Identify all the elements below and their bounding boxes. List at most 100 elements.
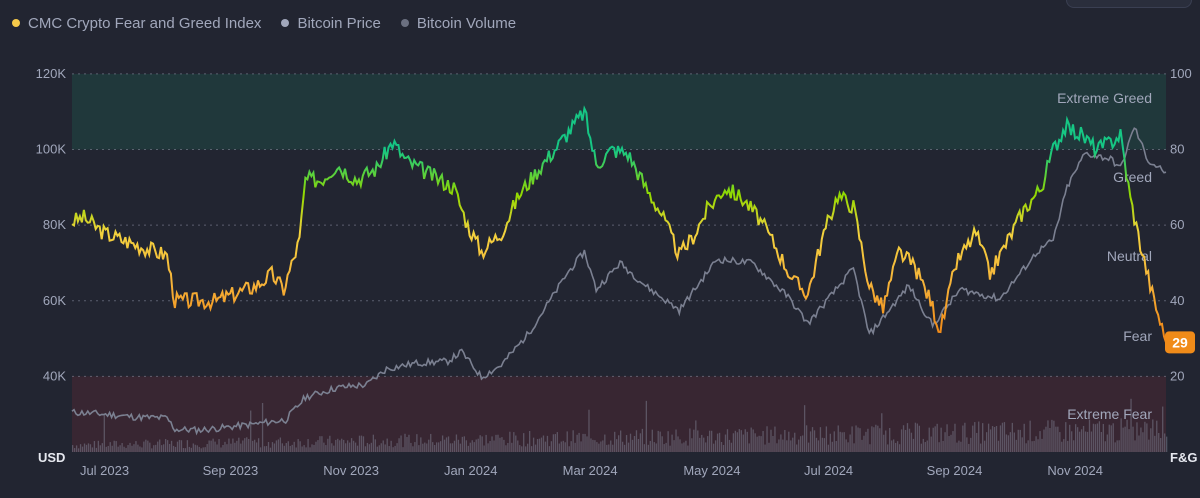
- volume-bar: [596, 442, 598, 452]
- volume-bar: [257, 438, 260, 452]
- volume-bar: [1142, 432, 1144, 452]
- volume-bar: [714, 440, 717, 452]
- volume-bar: [552, 434, 555, 452]
- volume-bar: [606, 444, 608, 452]
- volume-bar: [341, 438, 343, 452]
- volume-bar: [105, 446, 107, 452]
- legend-item-fear-greed[interactable]: CMC Crypto Fear and Greed Index: [12, 15, 261, 32]
- volume-bar: [1128, 429, 1130, 452]
- volume-bar: [1005, 434, 1008, 452]
- volume-bar: [509, 431, 511, 452]
- volume-bar: [748, 443, 750, 452]
- y-tick-label-usd-100K: 100K: [36, 142, 67, 157]
- volume-bar: [883, 434, 885, 452]
- volume-bar: [639, 433, 642, 452]
- volume-bar: [1098, 421, 1101, 452]
- volume-bar: [985, 432, 988, 452]
- volume-bar: [528, 430, 531, 452]
- legend-item-bitcoin-price[interactable]: Bitcoin Price: [281, 15, 381, 32]
- volume-bar: [525, 446, 527, 452]
- volume-bar: [1160, 438, 1162, 452]
- volume-bar: [378, 445, 380, 452]
- volume-bar: [845, 439, 847, 452]
- volume-bar: [503, 439, 505, 452]
- volume-bar: [1148, 439, 1150, 452]
- volume-bar: [709, 430, 711, 452]
- volume-bar: [592, 439, 594, 452]
- volume-bar: [942, 440, 944, 452]
- volume-bar: [782, 439, 784, 452]
- volume-bar: [398, 438, 400, 452]
- volume-bar: [825, 426, 828, 452]
- volume-bar: [382, 440, 384, 452]
- volume-bar: [1017, 429, 1019, 452]
- volume-bar: [859, 428, 861, 452]
- volume-bar: [829, 433, 831, 452]
- y-tick-label-fg-100: 100: [1170, 66, 1192, 81]
- volume-bar: [904, 429, 907, 452]
- volume-bar: [457, 439, 460, 452]
- volume-bar: [869, 444, 871, 452]
- volume-bar: [1150, 428, 1152, 452]
- volume-bar: [337, 438, 339, 452]
- volume-bar: [693, 429, 695, 452]
- volume-bar: [151, 448, 153, 452]
- volume-bar: [718, 432, 721, 452]
- volume-bar: [1122, 427, 1124, 452]
- legend-item-bitcoin-volume[interactable]: Bitcoin Volume: [400, 15, 516, 32]
- volume-bar: [406, 437, 408, 452]
- volume-bar: [1045, 426, 1047, 452]
- volume-bar: [1043, 429, 1045, 452]
- volume-bar: [307, 439, 309, 452]
- x-tick-label-1: Sep 2023: [203, 463, 259, 478]
- volume-bar: [647, 444, 649, 452]
- volume-bar: [1067, 440, 1069, 452]
- volume-bar: [495, 434, 497, 452]
- volume-bar: [766, 426, 768, 452]
- volume-bar: [835, 440, 837, 452]
- legend-dot-bitcoin-volume: [400, 19, 409, 27]
- volume-bar: [732, 433, 735, 452]
- volume-bar: [612, 444, 614, 452]
- volume-bar: [436, 442, 438, 452]
- volume-bar: [839, 431, 841, 452]
- volume-bar: [186, 440, 189, 452]
- volume-bar: [252, 440, 254, 452]
- volume-bar: [800, 436, 802, 452]
- volume-bar: [697, 430, 699, 452]
- volume-bar: [115, 441, 117, 452]
- volume-bar: [196, 445, 198, 452]
- volume-bar: [1132, 426, 1134, 452]
- volume-bar: [621, 441, 624, 452]
- zone-extreme-greed: [72, 73, 1166, 150]
- volume-bar: [811, 427, 814, 452]
- volume-bar: [277, 439, 280, 452]
- volume-bar: [208, 440, 210, 452]
- volume-bar: [1051, 419, 1053, 452]
- volume-bar: [346, 440, 349, 452]
- volume-bar: [619, 430, 622, 452]
- volume-bar: [202, 447, 204, 452]
- volume-bar: [109, 442, 111, 452]
- volume-bar: [683, 442, 685, 452]
- volume-bar: [489, 440, 491, 452]
- volume-bar: [83, 443, 86, 452]
- volume-bar: [107, 445, 109, 452]
- volume-bar: [293, 441, 295, 452]
- volume-bar: [441, 435, 444, 452]
- volume-bar: [1027, 440, 1029, 452]
- legend-dot-bitcoin-price: [281, 19, 290, 27]
- volume-bar: [356, 445, 359, 452]
- volume-bar: [633, 435, 636, 452]
- volume-bar: [1116, 440, 1118, 452]
- volume-bar: [556, 432, 558, 452]
- volume-bar: [255, 442, 258, 452]
- volume-bar: [168, 443, 171, 452]
- volume-bar: [849, 434, 851, 452]
- volume-bar: [582, 433, 584, 452]
- volume-bar: [408, 434, 410, 452]
- volume-bar: [285, 443, 287, 452]
- volume-bar: [891, 440, 893, 452]
- volume-bar: [936, 423, 938, 452]
- volume-bar: [865, 431, 867, 452]
